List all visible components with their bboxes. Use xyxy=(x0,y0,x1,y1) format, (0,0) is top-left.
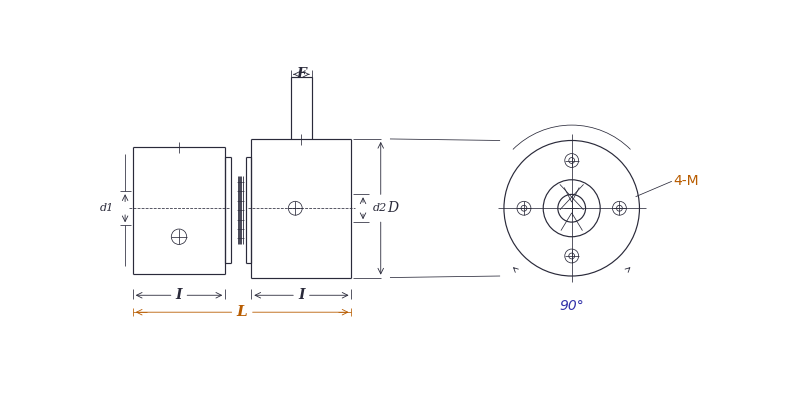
Text: I: I xyxy=(176,288,182,302)
Text: 4-M: 4-M xyxy=(674,174,699,188)
Text: 90°: 90° xyxy=(559,299,584,313)
Text: D: D xyxy=(387,201,398,215)
Text: d1: d1 xyxy=(100,203,114,213)
Text: d2: d2 xyxy=(373,203,387,213)
Text: L: L xyxy=(237,305,247,319)
Text: F: F xyxy=(297,67,306,81)
Text: I: I xyxy=(298,288,305,302)
